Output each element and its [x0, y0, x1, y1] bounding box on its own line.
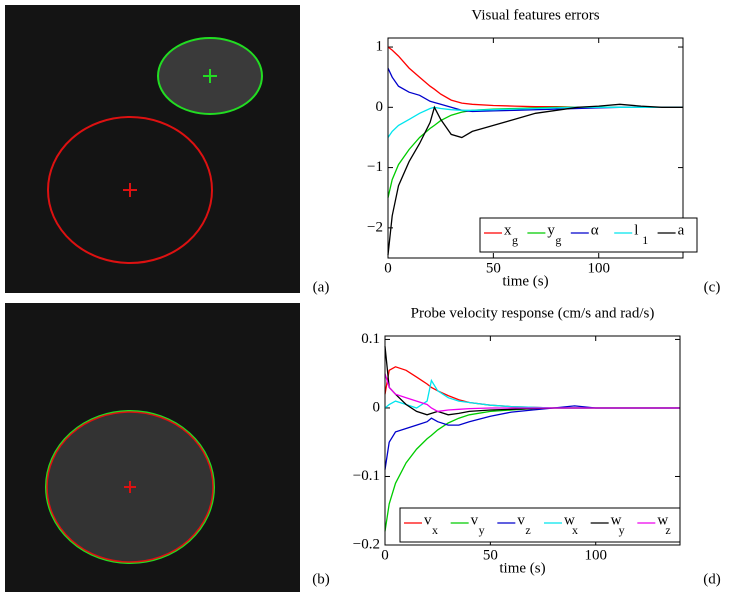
desired-center [123, 183, 137, 197]
legend-subscript: z [665, 523, 670, 537]
y-tick-label: −0.2 [353, 536, 380, 552]
x-tick-label: 50 [483, 547, 498, 563]
y-tick-label: −0.1 [353, 468, 380, 484]
x-tick-label: 100 [587, 260, 610, 276]
legend-subscript: x [572, 523, 578, 537]
legend [479, 217, 698, 253]
legend-label: y [547, 222, 555, 238]
x-tick-label: 0 [381, 547, 389, 563]
legend-label: v [471, 512, 479, 528]
series-line [387, 103, 683, 256]
desired-center [124, 481, 136, 493]
legend-subscript: x [432, 523, 438, 537]
y-tick-label: 1 [376, 38, 384, 54]
plot-frame [384, 335, 681, 546]
legend-label: x [504, 222, 512, 238]
x-axis-label: time (s) [502, 273, 548, 289]
x-tick-label: 100 [584, 547, 607, 563]
legend-subscript: g [512, 233, 518, 247]
y-tick-label: −2 [367, 219, 383, 235]
legend-label: w [657, 512, 668, 528]
series-line [384, 366, 680, 409]
panel-label: (a) [313, 279, 330, 295]
target-center [203, 69, 217, 83]
x-tick-label: 50 [486, 260, 501, 276]
legend-label: l [634, 222, 638, 238]
desired-contour [47, 116, 213, 264]
series-line [387, 46, 683, 108]
series-line [387, 106, 683, 138]
y-tick-label: 0 [373, 399, 381, 415]
legend [399, 507, 681, 543]
legend-subscript: g [555, 233, 561, 247]
y-tick-label: 0.1 [361, 331, 380, 347]
legend-label: v [424, 512, 432, 528]
series-line [384, 373, 680, 413]
legend-label: w [564, 512, 575, 528]
series-line [384, 378, 680, 409]
x-tick-label: 0 [384, 260, 392, 276]
series-line [384, 346, 680, 416]
chart-title: Probe velocity response (cm/s and rad/s) [411, 305, 655, 321]
legend-label: v [517, 512, 525, 528]
x-axis-label: time (s) [499, 560, 545, 576]
legend-label: α [591, 222, 599, 238]
legend-subscript: 1 [642, 233, 648, 247]
legend-subscript: y [479, 523, 485, 537]
chart-title: Visual features errors [471, 7, 599, 23]
panel-label: (b) [312, 571, 330, 587]
legend-subscript: z [525, 523, 530, 537]
ultrasound-image [5, 5, 300, 293]
plot-frame [387, 37, 684, 259]
legend-label: a [678, 222, 685, 238]
desired-contour [46, 411, 214, 563]
legend-label: w [611, 512, 622, 528]
series-line [387, 106, 683, 198]
series-line [387, 67, 683, 113]
legend-subscript: y [619, 523, 625, 537]
panel-label: (c) [704, 279, 721, 295]
panel-label: (d) [703, 571, 721, 587]
y-tick-label: 0 [376, 99, 384, 115]
y-tick-label: −1 [367, 159, 383, 175]
